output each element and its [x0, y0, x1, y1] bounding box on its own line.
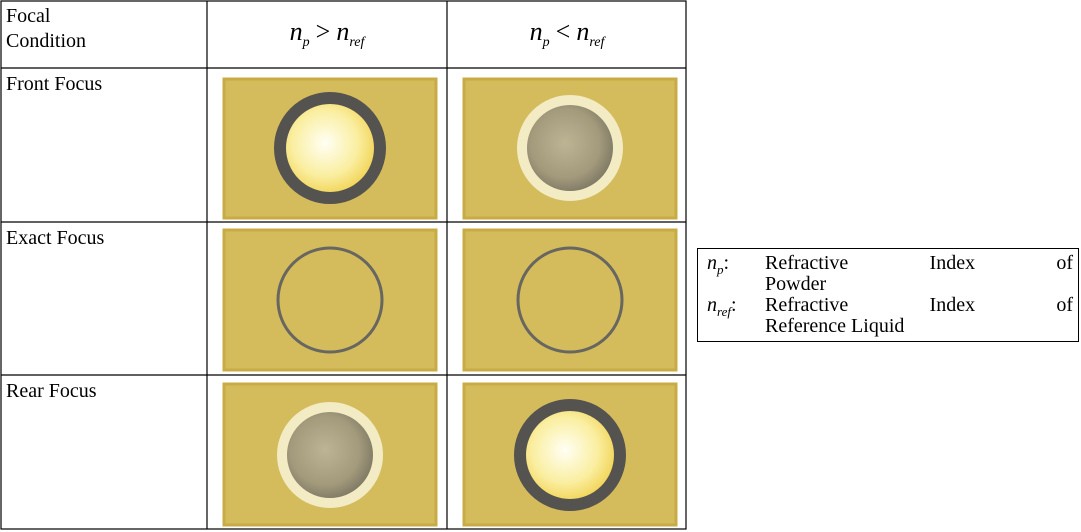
corner-line: Focal [6, 5, 51, 27]
symbol: n [707, 252, 717, 274]
row-label: Rear Focus [6, 380, 97, 402]
row-label: Exact Focus [6, 227, 105, 249]
row-label: Front Focus [6, 73, 102, 95]
corner-line: Condition [6, 30, 86, 52]
table: Focal Condition np>nref np<nref Front Fo… [0, 0, 690, 532]
particle [520, 405, 620, 505]
text-line: Refractive Index of [765, 253, 1073, 274]
page-body: Focal Condition np>nref np<nref Front Fo… [0, 0, 1081, 532]
subscript: ref [717, 304, 731, 319]
symbol: n [530, 17, 543, 46]
symbol: n [336, 17, 349, 46]
subscript: ref [589, 35, 606, 50]
separator: : [731, 294, 737, 316]
subscript: p [302, 35, 310, 50]
particle [280, 98, 380, 198]
text-line: Powder [765, 274, 1073, 295]
column-header: np>nref [290, 17, 367, 50]
relation: > [316, 17, 331, 46]
symbol: n [707, 294, 717, 316]
subscript: p [542, 35, 550, 50]
text-line: Refractive Index of [765, 295, 1073, 316]
separator: : [724, 252, 730, 274]
particle [282, 407, 378, 503]
page: {"table": { "corner": ["Focal", "Conditi… [0, 0, 1081, 532]
symbol: n [576, 17, 589, 46]
text-line: Reference Liquid [765, 316, 1073, 337]
legend-symbol: nref: [707, 295, 765, 337]
column-header: np<nref [530, 17, 607, 50]
subscript: ref [349, 35, 366, 50]
symbol: n [290, 17, 303, 46]
relation: < [556, 17, 571, 46]
legend-symbol: np: [707, 253, 765, 295]
particle [522, 100, 618, 196]
